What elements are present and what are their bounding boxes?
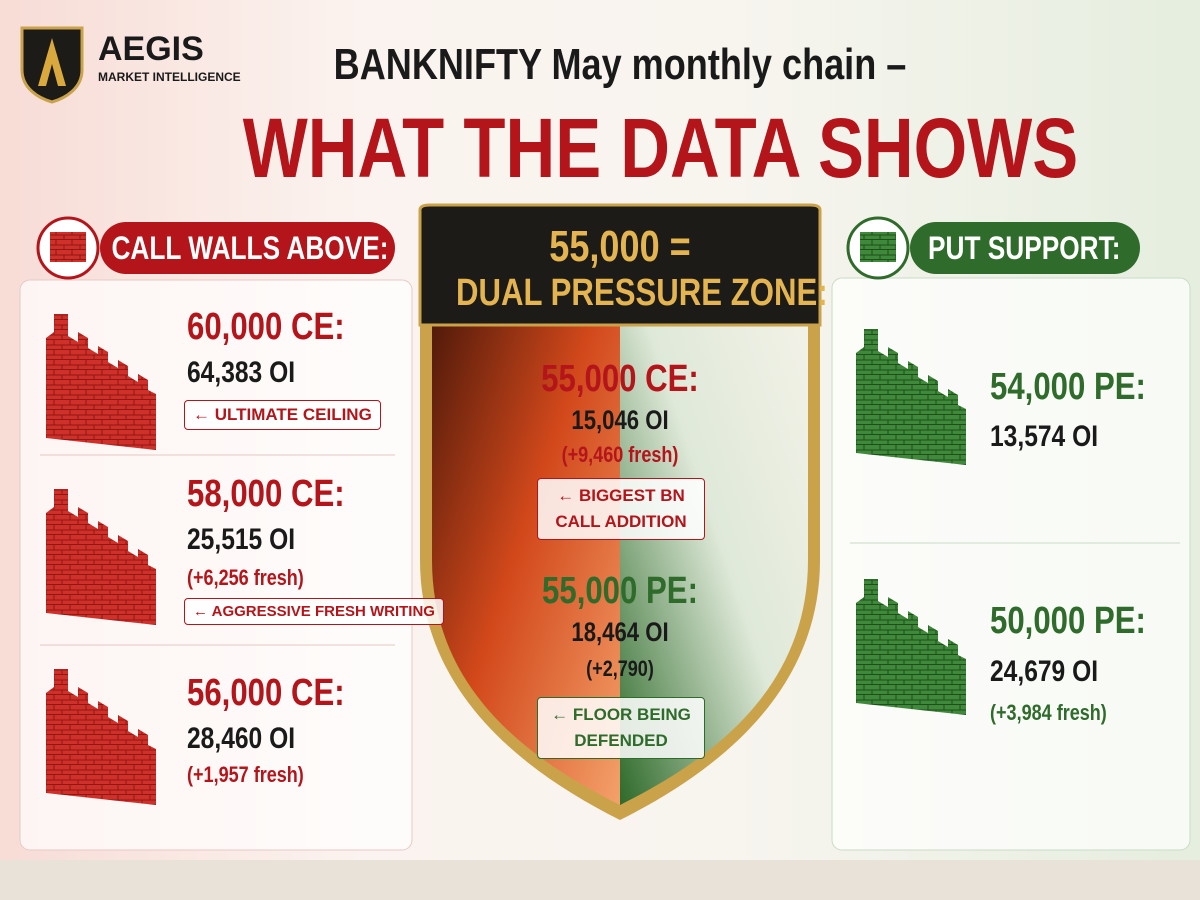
- open-interest: 18,464 OI: [571, 617, 669, 647]
- strike: 58,000 CE:: [187, 473, 345, 515]
- brand-tagline: MARKET INTELLIGENCE: [98, 70, 241, 84]
- note: ← FLOOR BEING DEFENDED: [537, 697, 705, 759]
- change: (+2,790): [586, 656, 654, 681]
- strike: 55,000 CE:: [541, 358, 699, 400]
- change: (+6,256 fresh): [187, 565, 304, 590]
- strike: 50,000 PE:: [990, 600, 1146, 642]
- call-heading-pill: CALL WALLS ABOVE:: [100, 222, 395, 274]
- open-interest: 15,046 OI: [571, 405, 669, 435]
- call-heading: CALL WALLS ABOVE:: [111, 230, 389, 266]
- strike: 54,000 PE:: [990, 366, 1146, 408]
- change: (+9,460 fresh): [561, 442, 679, 467]
- put-heading: PUT SUPPORT:: [928, 230, 1121, 266]
- brand-name: AEGIS: [98, 30, 204, 68]
- title: BANKNIFTY May monthly chain –: [333, 40, 907, 89]
- open-interest: 13,574 OI: [990, 420, 1099, 453]
- open-interest: 24,679 OI: [990, 655, 1099, 688]
- open-interest: 25,515 OI: [187, 523, 296, 556]
- open-interest: 64,383 OI: [187, 356, 296, 389]
- put-heading-pill: PUT SUPPORT:: [910, 222, 1140, 274]
- change: (+3,984 fresh): [990, 700, 1107, 725]
- note: ← BIGGEST BN CALL ADDITION: [537, 478, 705, 540]
- note: ← ULTIMATE CEILING: [184, 400, 381, 430]
- strike: 55,000 PE:: [542, 570, 698, 612]
- strike: 60,000 CE:: [187, 306, 345, 348]
- change: (+1,957 fresh): [187, 762, 304, 787]
- headline: WHAT THE DATA SHOWS: [242, 101, 1079, 195]
- zone-title: 55,000 =: [549, 222, 691, 271]
- note: ← AGGRESSIVE FRESH WRITING: [184, 598, 444, 625]
- open-interest: 28,460 OI: [187, 722, 296, 755]
- strike: 56,000 CE:: [187, 672, 345, 714]
- zone-subtitle: DUAL PRESSURE ZONE:: [456, 272, 828, 314]
